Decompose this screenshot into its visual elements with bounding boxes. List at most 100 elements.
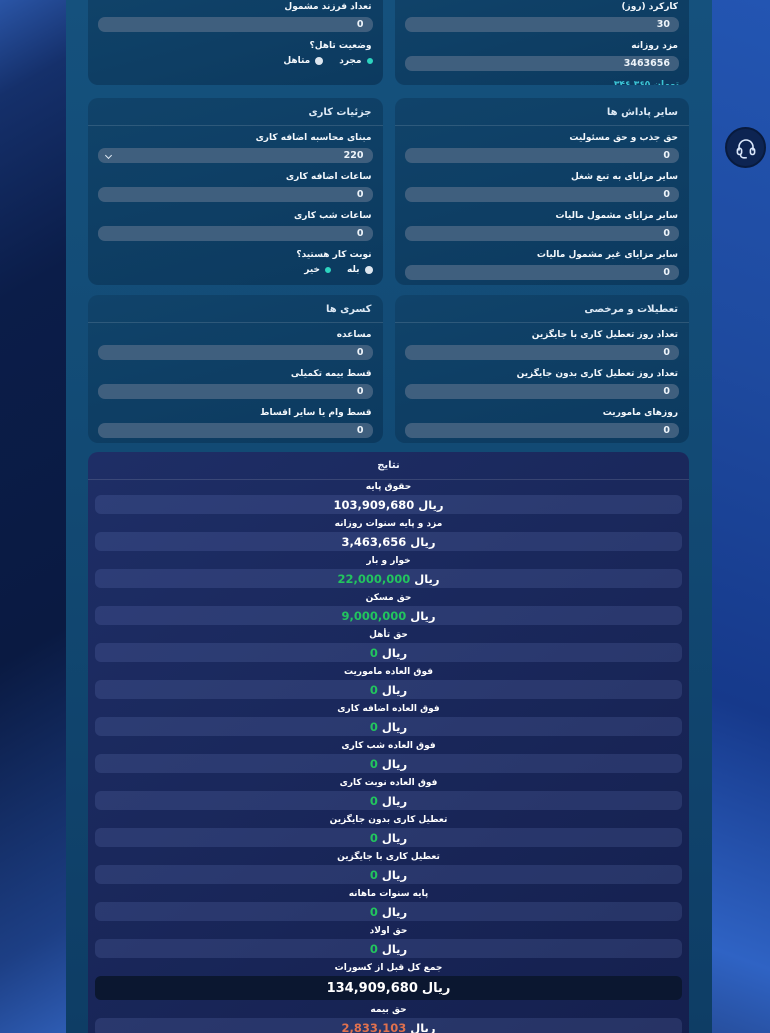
result-row: مزد و پایه سنوات روزانه 3,463,656 ریال [95,519,682,551]
bonuses-fields: حق جذب و حق مسئولیت سایر مزایای به تبع شغ… [404,133,679,280]
result-value-bar: 0 ریال [95,865,682,884]
radio-option[interactable]: بله [347,265,373,275]
overtime-basis-label: مبنای محاسبه اضافه کاری [255,133,372,143]
holiday-work-days-with-substitute-input[interactable] [404,345,679,360]
result-label: تعطیل کاری با جایگزین [337,852,440,862]
eligible-children-count-input[interactable] [98,17,373,32]
result-row: تعطیل کاری بدون جایگزین 0 ریال [95,815,682,847]
result-unit: ریال [381,793,408,808]
result-value-bar: 2,833,103 ریال [95,1018,682,1033]
eligible-children-count-label: تعداد فرزند مشمول [284,2,372,12]
other-job-benefits-label: سایر مزایای به تبع شغل [570,172,678,182]
result-amount: 0 [369,941,378,956]
supplementary-insurance-installment-input[interactable] [98,384,373,399]
result-label: جمع کل قبل از کسورات [334,963,443,973]
result-unit: ریال [414,571,440,586]
result-row: پایه سنوات ماهانه 0 ریال [95,889,682,921]
other-job-benefits-input[interactable] [404,187,679,202]
night-work-hours-input[interactable] [98,226,373,241]
result-amount: 2,833,103 [341,1020,407,1033]
supplementary-insurance-installment-label: قسط بیمه تکمیلی [290,369,372,379]
mission-days-input[interactable] [404,423,679,438]
attraction-responsibility-pay-input[interactable] [404,148,679,163]
loan-installment-input[interactable] [98,423,373,438]
result-unit: ریال [410,534,436,549]
results-title: نتایج [377,460,400,471]
result-label: فوق العاده اضافه کاری [337,704,440,714]
result-value-bar: 0 ریال [95,828,682,847]
overtime-hours-label: ساعات اضافه کاری [285,172,372,182]
result-row: فوق العاده ماموریت 0 ریال [95,667,682,699]
radio-option[interactable]: متاهل [283,56,324,66]
holiday-work-days-with-substitute-label: تعداد روز تعطیل کاری با جایگزین [531,330,678,340]
result-row: فوق العاده اضافه کاری 0 ریال [95,704,682,736]
card-personal: تعداد فرزند مشمول وضعیت تاهل؟ مجرد متاهل [88,0,383,85]
result-amount: 0 [369,756,378,771]
daily-wage-input[interactable] [404,56,679,71]
form-row-middle: سایر پاداش ها حق جذب و حق مسئولیت سایر مز… [88,98,689,285]
background-left-gradient [0,0,66,1033]
result-unit: ریال [418,497,444,512]
result-amount: 0 [369,867,378,882]
results-card: نتایج حقوق پایه 103,909,680 ریال مزد و پایه… [88,452,689,1033]
result-amount: 0 [369,645,378,660]
result-amount: 103,909,680 [333,497,415,512]
work-days-label: کارکرد (روز) [621,2,678,12]
result-value-bar: 134,909,680 ریال [95,976,682,1000]
work-days-input[interactable] [404,17,679,32]
card-holidays: تعطیلات و مرخصی تعداد روز تعطیل کاری با … [394,295,689,443]
result-unit: ریال [381,904,408,919]
result-unit: ریال [381,645,408,660]
daily-wage-label: مزد روزانه [631,41,678,51]
result-row: حق اولاد 0 ریال [95,926,682,958]
card-work-details: جزئیات کاری مبنای محاسبه اضافه کاری 220 سا… [88,98,383,285]
result-unit: ریال [381,719,408,734]
mission-days-label: روزهای ماموریت [602,408,678,418]
divider [88,322,383,323]
result-amount: 134,909,680 [326,980,418,996]
card-title-holidays: تعطیلات و مرخصی [584,304,678,315]
result-unit: ریال [381,830,408,845]
result-row: حق بیمه 2,833,103 ریال [95,1005,682,1033]
attraction-responsibility-pay-label: حق جذب و حق مسئولیت [569,133,678,143]
result-amount: 0 [369,904,378,919]
radio-unselected-icon [364,266,373,274]
result-label: حق مسکن [365,593,412,603]
radio-option[interactable]: خیر [304,265,331,275]
overtime-hours-input[interactable] [98,187,373,202]
result-value-bar: 0 ریال [95,643,682,662]
divider [88,479,689,480]
holiday-work-days-without-substitute-input[interactable] [404,384,679,399]
results-list: حقوق پایه 103,909,680 ریال مزد و پایه سنوات… [95,482,682,1033]
result-amount: 0 [369,719,378,734]
result-value-bar: 0 ریال [95,680,682,699]
result-unit: ریال [381,867,408,882]
divider [88,125,383,126]
result-row: حق مسکن 9,000,000 ریال [95,593,682,625]
result-label: حق بیمه [370,1005,407,1015]
headset-icon [736,138,755,159]
result-amount: 9,000,000 [341,608,407,623]
other-nontaxable-benefits-input[interactable] [404,265,679,280]
result-value-bar: 0 ریال [95,902,682,921]
radio-option-label: مجرد [339,56,362,66]
other-taxable-benefits-input[interactable] [404,226,679,241]
result-value-bar: 0 ریال [95,754,682,773]
divider [394,125,689,126]
radio-option-label: خیر [304,265,320,275]
advance-payment-input[interactable] [98,345,373,360]
radio-option[interactable]: مجرد [339,56,373,66]
result-row: جمع کل قبل از کسورات 134,909,680 ریال [95,963,682,1000]
loan-installment-label: قسط وام یا سایر اقساط [260,408,372,418]
card-bonuses: سایر پاداش ها حق جذب و حق مسئولیت سایر مز… [394,98,689,285]
advance-payment-label: مساعده [336,330,372,340]
result-row: حق تأهل 0 ریال [95,630,682,662]
radio-option-label: متاهل [283,56,311,66]
result-unit: ریال [410,1020,436,1033]
result-label: مزد و پایه سنوات روزانه [334,519,443,529]
overtime-basis-select[interactable]: 220 [98,148,373,163]
result-amount: 0 [369,830,378,845]
support-button[interactable] [725,127,766,168]
result-label: فوق العاده نوبت کاری [339,778,438,788]
result-label: پایه سنوات ماهانه [348,889,429,899]
